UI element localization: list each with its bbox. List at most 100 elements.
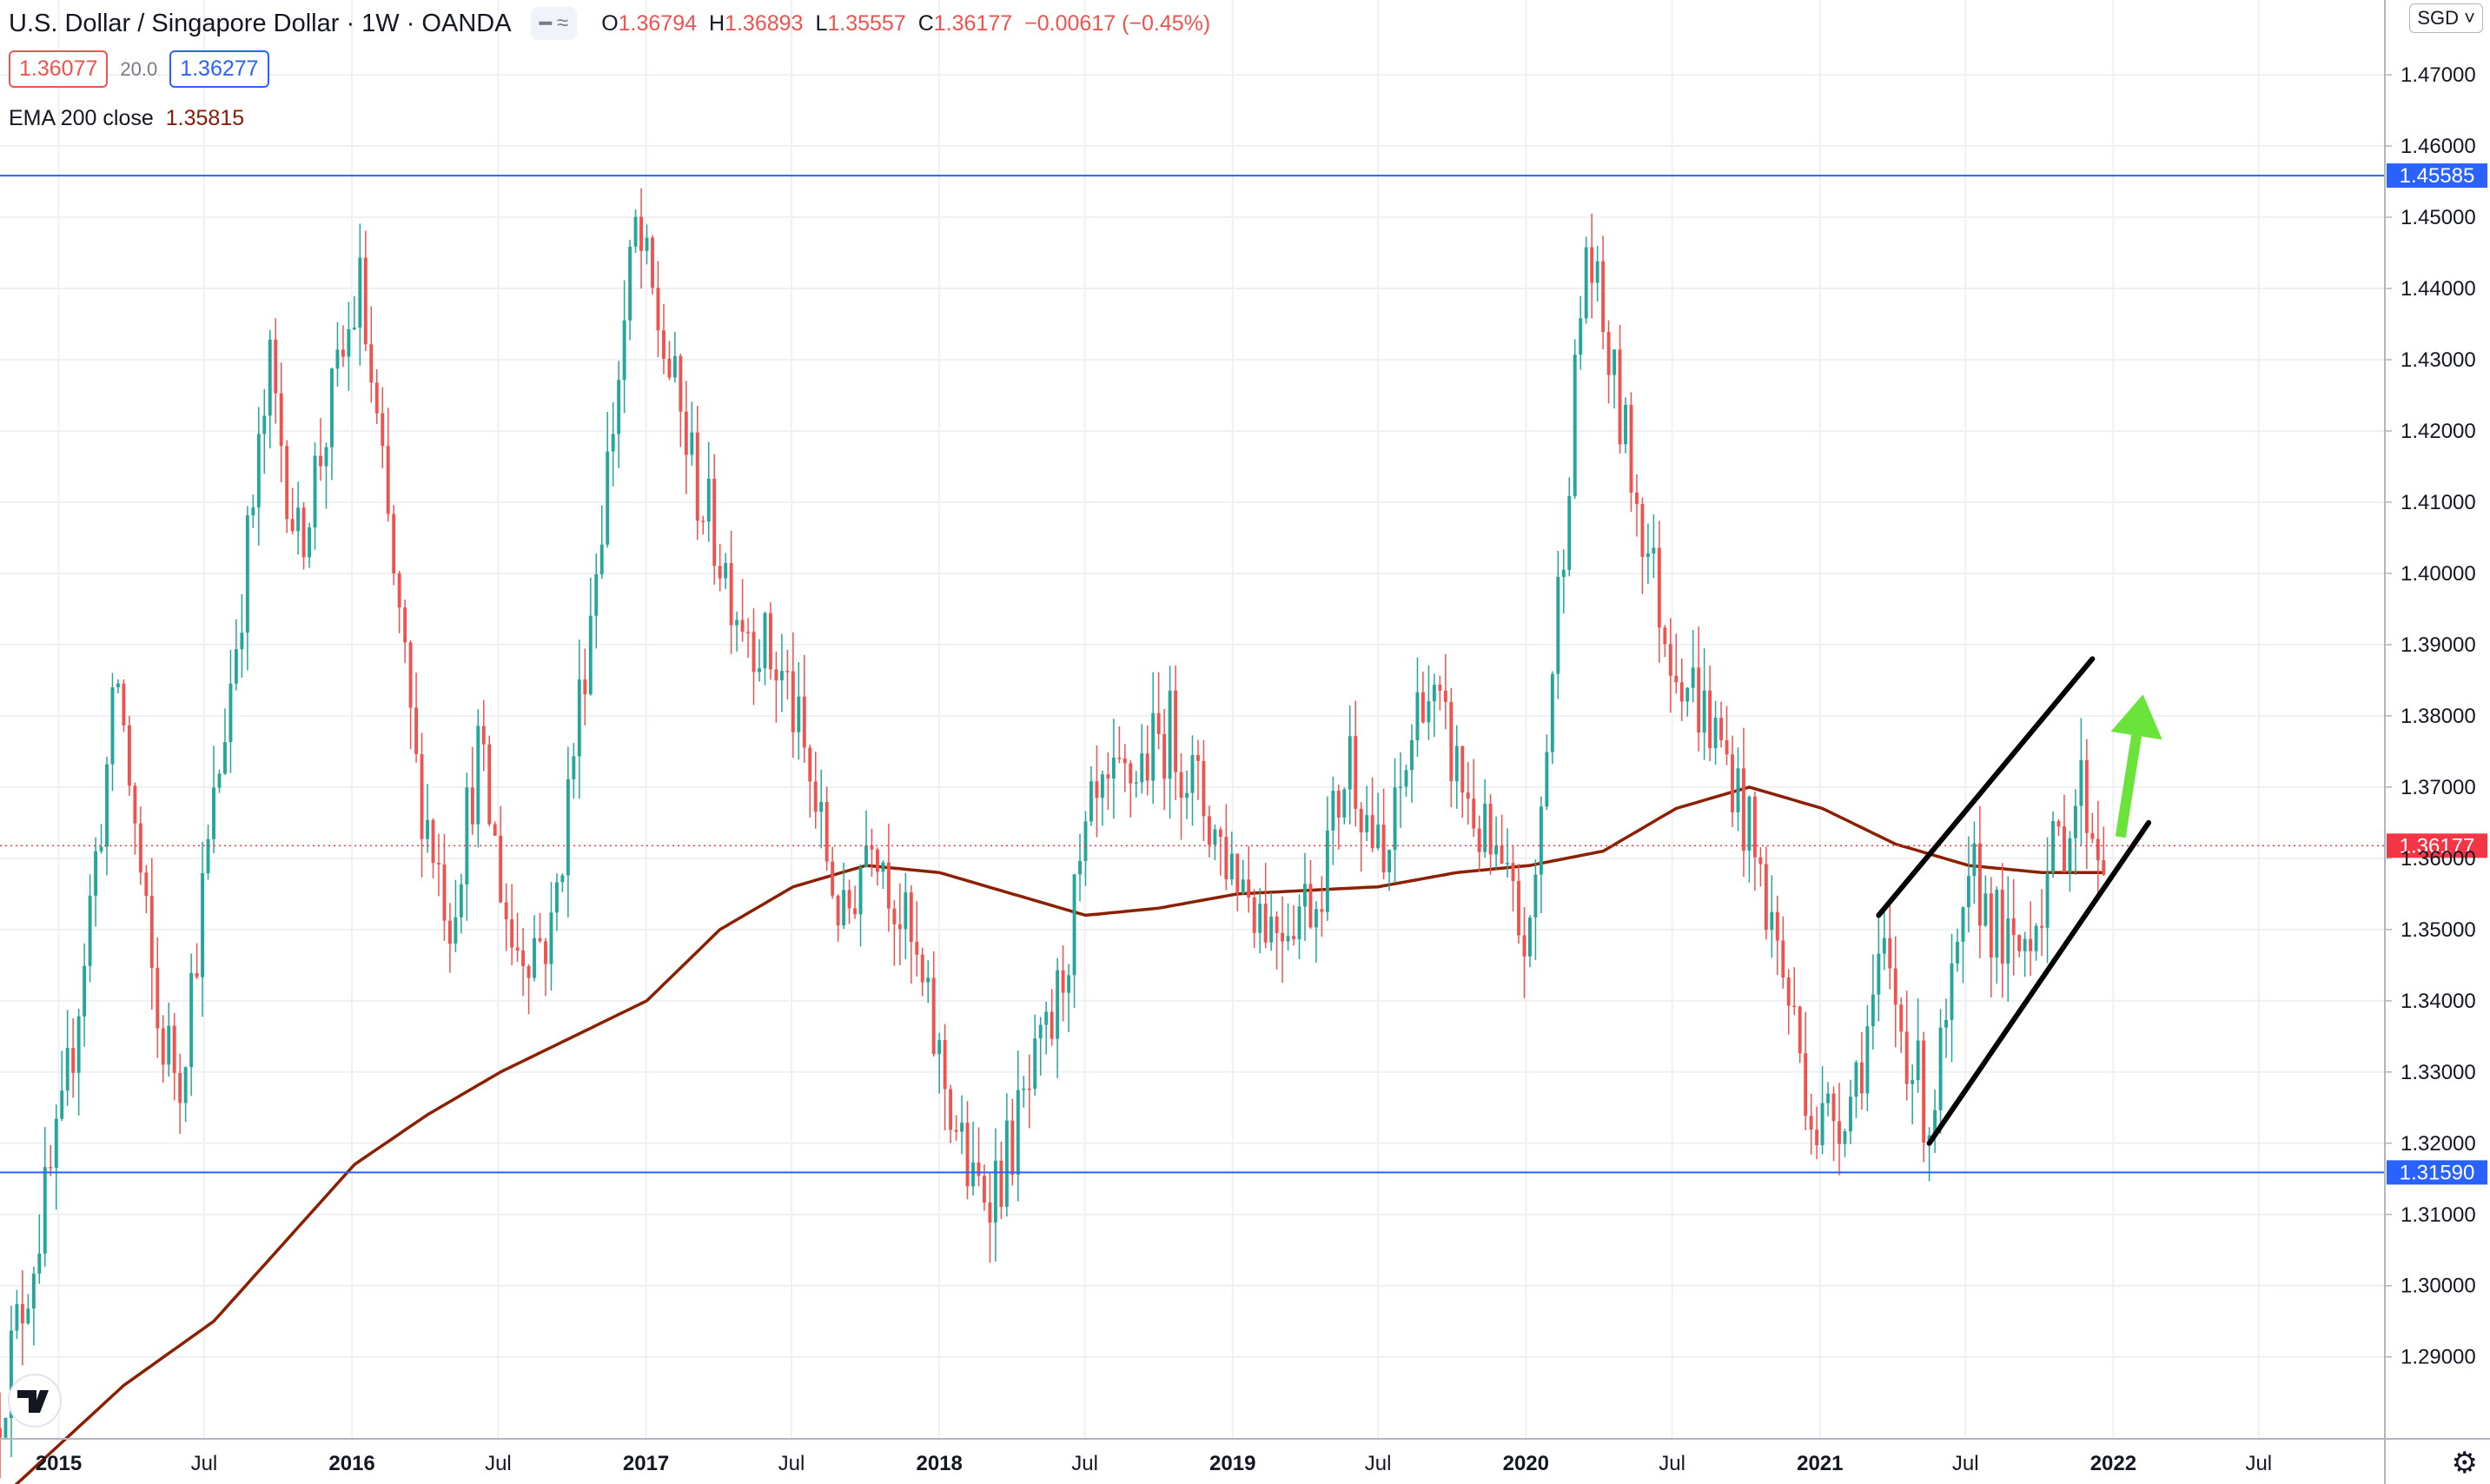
candle-body (256, 434, 261, 508)
candle-body (1145, 753, 1149, 781)
candle-body (1387, 850, 1392, 872)
candle-body (274, 339, 278, 394)
candle-body (1752, 796, 1757, 858)
candle-body (1865, 1026, 1870, 1094)
candle-body (454, 917, 458, 944)
candle-body (1961, 907, 1965, 942)
candle-body (779, 671, 784, 681)
candle-body (31, 1273, 36, 1309)
candle-body (1331, 791, 1335, 831)
candle-body (510, 919, 514, 948)
y-axis-tick-label: 1.40000 (2401, 562, 2476, 586)
candle-body (83, 965, 87, 1017)
candle-body (1922, 1040, 1926, 1143)
candle-body (836, 895, 840, 926)
candle-body (819, 801, 824, 812)
candle-body (1432, 684, 1436, 702)
candles-layer (0, 188, 2106, 1479)
candle-body (1601, 261, 1606, 332)
y-axis-tick-label: 1.43000 (2401, 348, 2476, 372)
y-axis-tick-label: 1.46000 (2401, 135, 2476, 158)
candle-body (279, 393, 283, 447)
candle-body (156, 967, 160, 1029)
candle-body (1702, 690, 1706, 733)
candle-body (149, 896, 154, 968)
indicator-name[interactable]: EMA 200 close (9, 106, 154, 130)
candle-body (763, 613, 767, 669)
tradingview-logo-mark (17, 1390, 49, 1413)
candle-body (262, 415, 267, 434)
indicator-legend: EMA 200 close 1.35815 (9, 106, 244, 131)
x-axis-tick-label: Jul (1365, 1452, 1392, 1475)
gear-icon[interactable]: ⚙ (2451, 1447, 2478, 1480)
candle-body (1466, 792, 1470, 799)
candle-body (633, 216, 638, 247)
candle-body (2063, 826, 2066, 873)
candle-body (37, 1253, 42, 1274)
buy-price-button[interactable]: 1.36277 (169, 50, 269, 88)
candle-body (1539, 806, 1543, 875)
candle-body (161, 1028, 165, 1065)
candle-body (347, 329, 351, 357)
candle-body (65, 1048, 70, 1091)
candle-body (1983, 893, 1988, 926)
candle-body (240, 633, 244, 650)
trend-line (1876, 656, 2096, 918)
candle-body (1871, 994, 1875, 1027)
currency-selector[interactable]: SGD ˅ (2409, 3, 2483, 33)
y-axis-tick-label: 1.47000 (2401, 63, 2476, 87)
candle-body (245, 515, 249, 633)
candle-body (1550, 673, 1554, 752)
arrow-head (2110, 694, 2162, 740)
candle-body (1545, 752, 1549, 807)
drawings-layer (1876, 656, 2162, 1146)
candle-body (1010, 1120, 1015, 1175)
candle-body (1106, 774, 1110, 779)
candle-body (1038, 1024, 1043, 1039)
x-axis-tick-label: 2016 (328, 1452, 374, 1475)
candle-body (228, 683, 233, 743)
legend-header: U.S. Dollar / Singapore Dollar · 1W · OA… (9, 7, 1222, 40)
candle-body (1781, 940, 1785, 978)
candle-body (1095, 781, 1099, 798)
sell-price-button[interactable]: 1.36077 (9, 50, 109, 88)
legend-controls[interactable]: ━ ≈ (530, 7, 578, 40)
candle-body (943, 1040, 947, 1090)
candle-body (1140, 753, 1144, 783)
candle-body (1995, 890, 1999, 958)
compare-icon[interactable]: ≈ (557, 11, 569, 35)
ohlc-key: C (917, 10, 934, 36)
x-axis-tick-label: 2021 (1797, 1452, 1843, 1475)
candle-body (212, 787, 215, 839)
candle-body (493, 824, 497, 836)
candle-body (201, 873, 205, 977)
x-axis-tick-label: 2017 (623, 1452, 669, 1475)
candle-body (808, 747, 812, 782)
candle-body (1004, 1120, 1009, 1208)
candle-body (1708, 690, 1712, 749)
candle-body (26, 1308, 30, 1324)
candle-body (622, 320, 626, 381)
y-axis-tick-label: 1.45000 (2401, 206, 2476, 229)
candle-body (290, 519, 295, 532)
candle-body (1506, 863, 1509, 865)
candle-body (1393, 787, 1397, 851)
candle-body (1190, 755, 1195, 793)
candle-body (20, 1304, 24, 1324)
candle-body (459, 884, 463, 918)
hide-icon[interactable]: ━ (539, 11, 553, 36)
candle-body (1792, 1005, 1797, 1007)
candle-body (15, 1304, 19, 1331)
candle-body (1314, 909, 1318, 928)
candle-body (1449, 701, 1454, 782)
candle-body (544, 941, 547, 964)
candle-body (617, 380, 621, 434)
candle-body (983, 1176, 986, 1203)
symbol-title: U.S. Dollar / Singapore Dollar · 1W · OA… (9, 9, 512, 37)
candle-body (758, 668, 761, 672)
candle-body (1652, 547, 1656, 554)
candle-body (690, 432, 694, 455)
candle-body (167, 1025, 171, 1065)
candle-body (1854, 1062, 1858, 1097)
